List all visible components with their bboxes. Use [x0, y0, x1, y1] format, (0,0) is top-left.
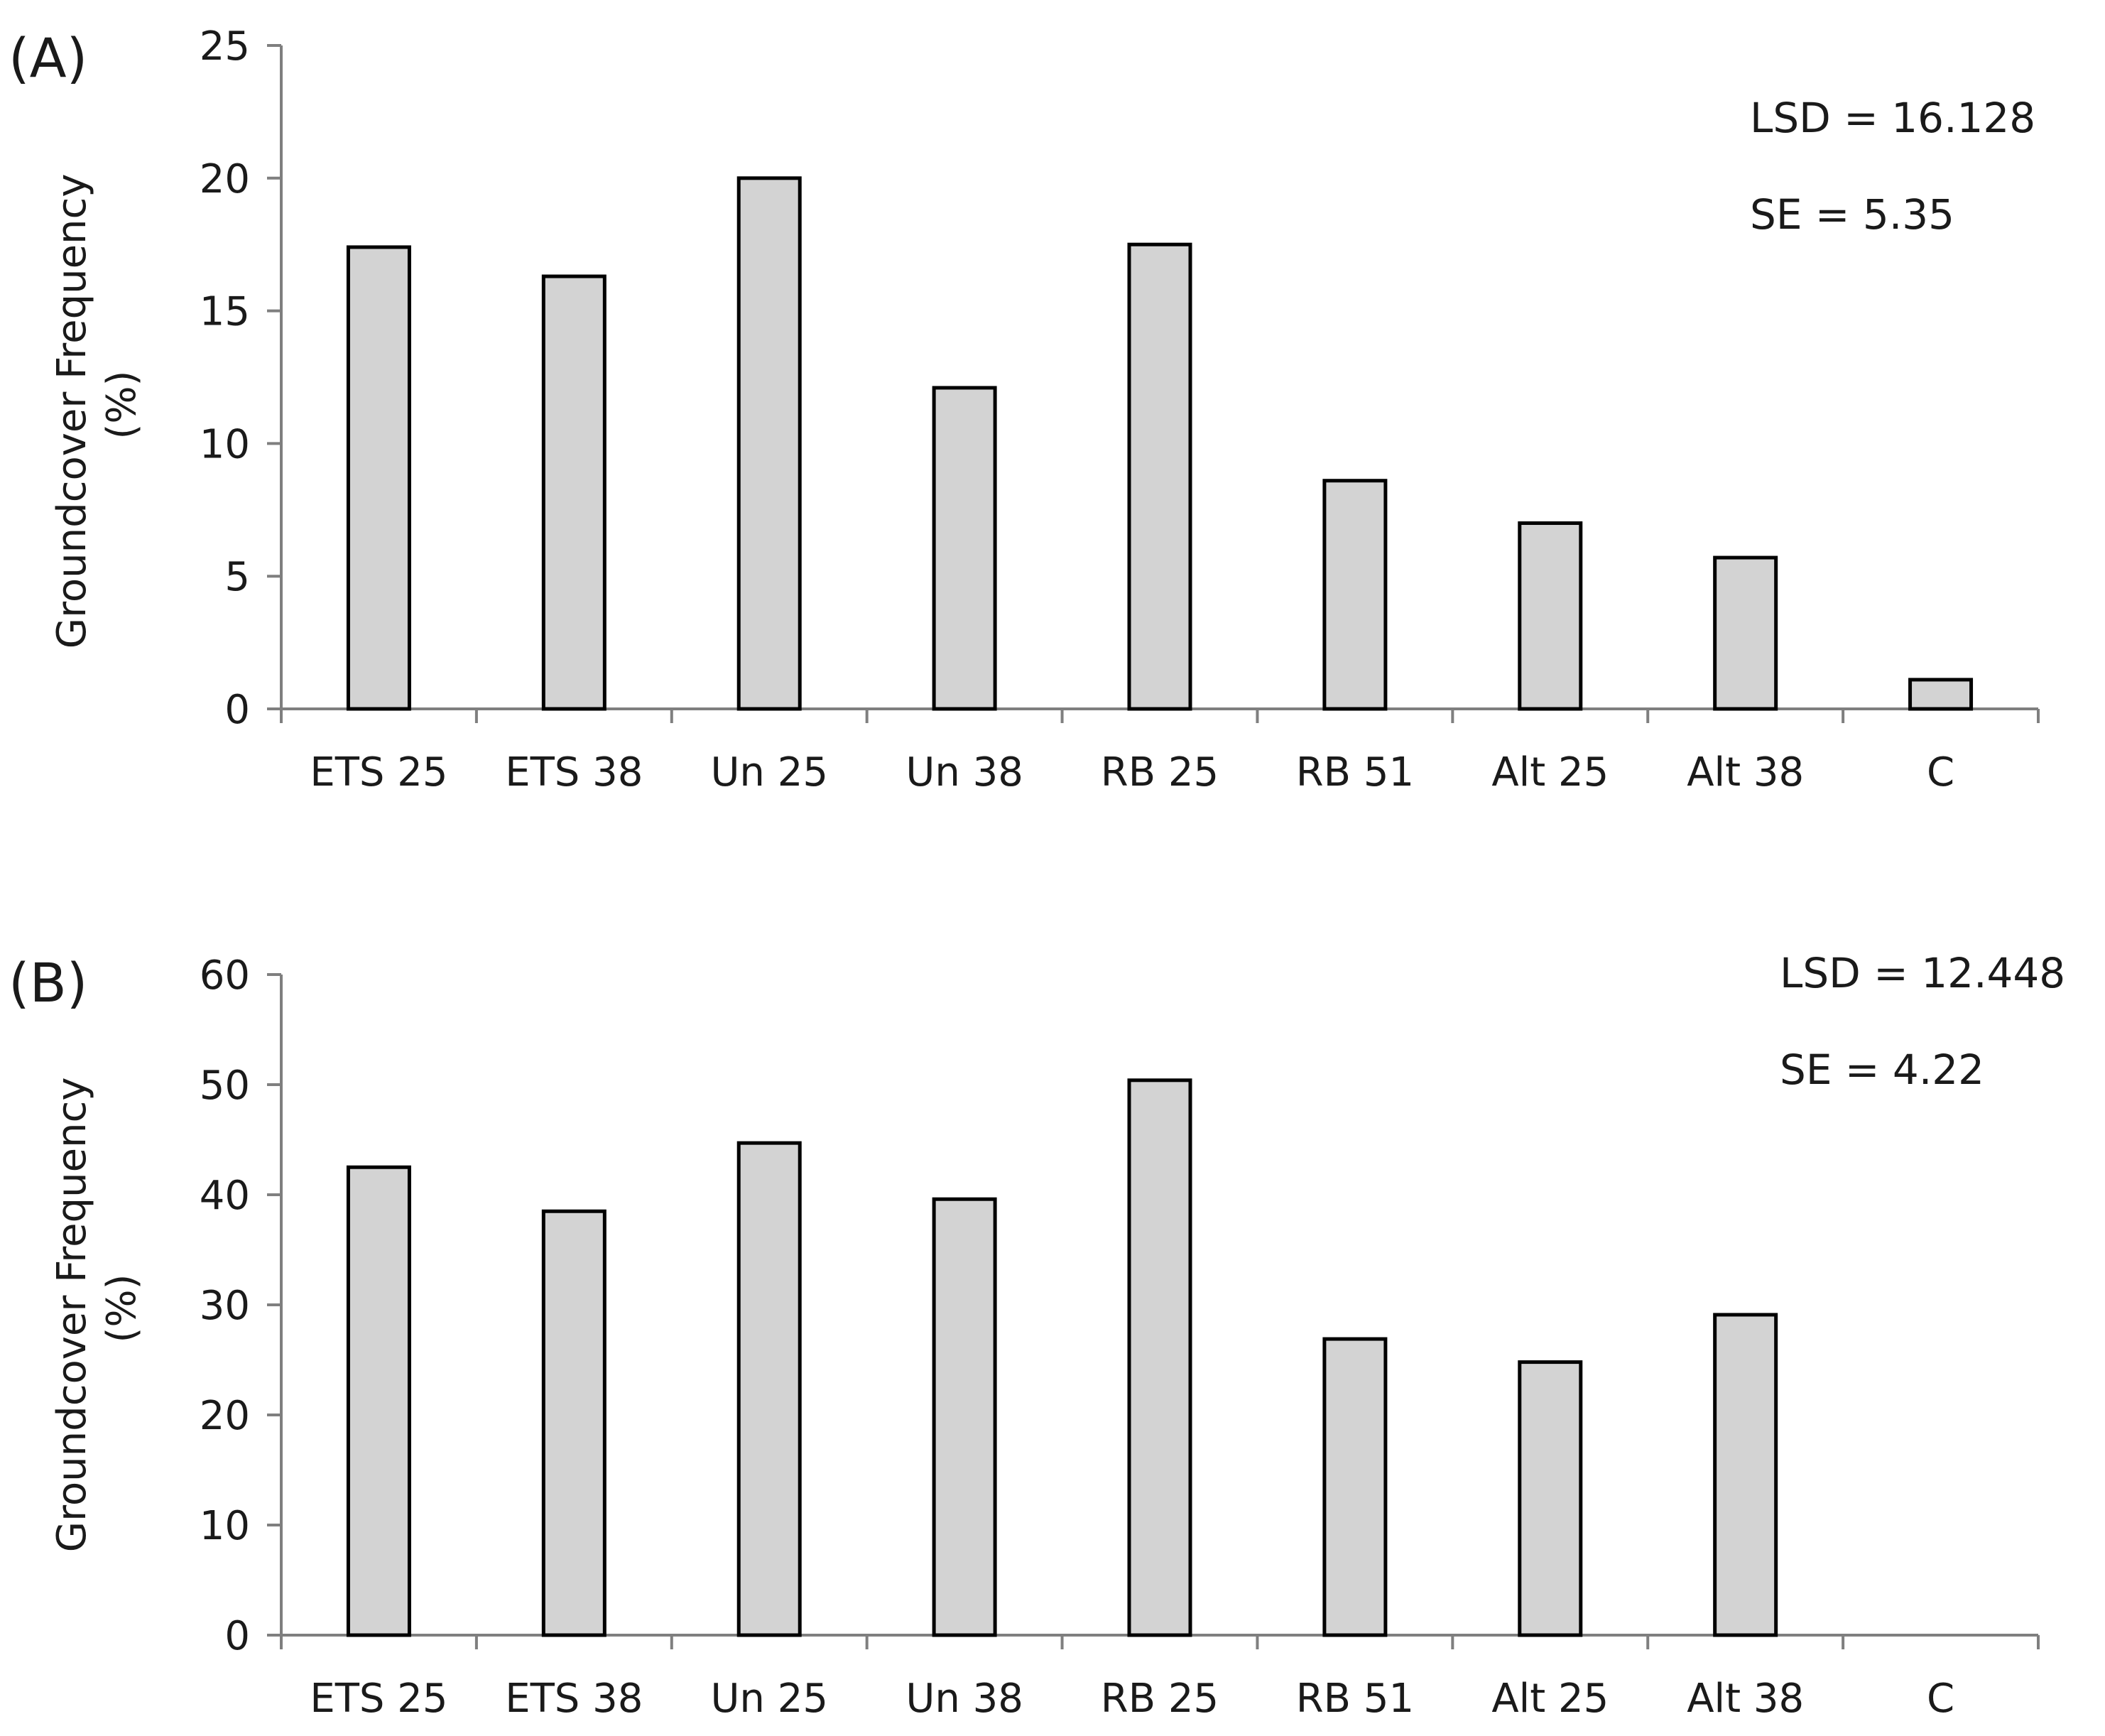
ticks: 0 5 10 15 20 25 ETS 25 ETS 38 Un 25 Un 38 RB 25 RB …	[200, 23, 2040, 796]
bar-rb-51	[1322, 479, 1388, 711]
panel-a: (A) Groundcover Frequency (%) 0 5 10 15 20 25…	[9, 23, 2040, 796]
bar-rb-51	[1322, 1337, 1388, 1637]
x-tick-label: C	[1927, 749, 1954, 796]
y-tick-label: 20	[200, 1393, 250, 1439]
bar-alt-25	[1518, 521, 1583, 711]
x-tick-label: RB 51	[1296, 1676, 1414, 1722]
bar-un-25	[736, 1141, 802, 1637]
x-tick-label: Alt 38	[1687, 1676, 1804, 1722]
bars	[346, 176, 1974, 711]
x-tick-label: Un 38	[905, 749, 1023, 796]
x-tick-label: Un 38	[905, 1676, 1023, 1722]
y-tick-label: 5	[224, 554, 250, 600]
bar-ets-38	[541, 274, 607, 711]
x-tick-label: Un 25	[710, 749, 828, 796]
x-tick-label: Alt 38	[1687, 749, 1804, 796]
y-axis-label: Groundcover Frequency (%)	[49, 1065, 145, 1553]
x-tick-label: Alt 25	[1491, 749, 1609, 796]
panel-label: (B)	[9, 951, 87, 1014]
y-tick-label: 20	[200, 156, 250, 202]
y-axis-label-line-2: (%)	[99, 1274, 145, 1343]
x-tick-label: RB 25	[1101, 749, 1219, 796]
x-tick-label: RB 51	[1296, 749, 1414, 796]
se-annotation: SE = 4.22	[1780, 1046, 1984, 1094]
y-tick-label: 0	[224, 1613, 250, 1659]
x-tick-label: ETS 38	[505, 1676, 643, 1722]
y-tick-label: 15	[200, 289, 250, 335]
bar-alt-38	[1713, 555, 1778, 711]
panel-label: (A)	[9, 26, 87, 89]
x-tick-label: Un 25	[710, 1676, 828, 1722]
bar-un-25	[736, 176, 802, 711]
y-tick-label: 40	[200, 1173, 250, 1219]
y-axis-label: Groundcover Frequency (%)	[49, 161, 145, 649]
y-tick-label: 50	[200, 1063, 250, 1109]
bars	[346, 1078, 1778, 1637]
x-tick-label: ETS 25	[310, 1676, 447, 1722]
bar-rb-25	[1127, 242, 1192, 711]
bar-alt-25	[1518, 1360, 1583, 1637]
lsd-annotation: LSD = 12.448	[1780, 949, 2065, 997]
panel-b: (B) Groundcover Frequency (%) 0 10 20 30 40 5…	[9, 949, 2065, 1722]
lsd-annotation: LSD = 16.128	[1750, 94, 2035, 142]
bar-ets-25	[346, 1165, 411, 1637]
bar-c	[1908, 678, 1974, 711]
y-axis-label-line-2: (%)	[99, 371, 145, 440]
bar-ets-25	[346, 245, 411, 711]
ticks: 0 10 20 30 40 50 60 ETS 25 ETS 38 Un 25 Un 38 RB 25…	[200, 953, 2040, 1722]
bar-alt-38	[1713, 1313, 1778, 1637]
bar-ets-38	[541, 1209, 607, 1637]
x-tick-label: ETS 38	[505, 749, 643, 796]
y-tick-label: 30	[200, 1283, 250, 1329]
y-tick-label: 10	[200, 421, 250, 467]
y-tick-label: 0	[224, 687, 250, 733]
x-tick-label: C	[1927, 1676, 1954, 1722]
y-axis-label-line-1: Groundcover Frequency	[49, 174, 95, 649]
bar-un-38	[932, 386, 997, 711]
bar-rb-25	[1127, 1078, 1192, 1637]
x-tick-label: ETS 25	[310, 749, 447, 796]
bar-un-38	[932, 1197, 997, 1637]
x-tick-label: Alt 25	[1491, 1676, 1609, 1722]
y-tick-label: 10	[200, 1503, 250, 1549]
y-tick-label: 60	[200, 953, 250, 999]
y-axis-label-line-1: Groundcover Frequency	[49, 1078, 95, 1553]
y-tick-label: 25	[200, 23, 250, 70]
x-tick-label: RB 25	[1101, 1676, 1219, 1722]
se-annotation: SE = 5.35	[1750, 190, 1954, 239]
